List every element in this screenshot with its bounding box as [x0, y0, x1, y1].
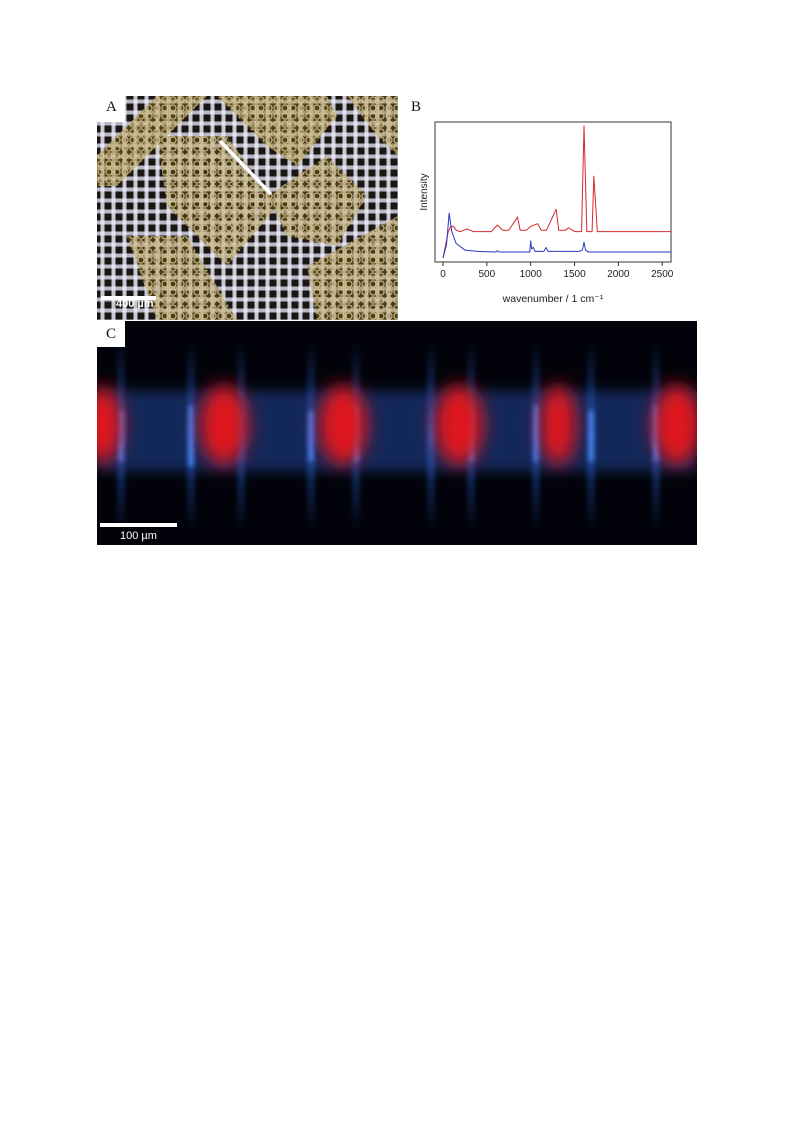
- scale-bar: [101, 296, 156, 300]
- x-tick-label: 1500: [563, 269, 586, 280]
- spectrum-line-2: [442, 212, 671, 259]
- panel-c-fluorescence-image: [97, 321, 697, 545]
- x-tick-label: 0: [440, 269, 446, 280]
- measurement-line: [219, 140, 272, 195]
- scale-bar-label-a: 400 µm: [116, 298, 154, 310]
- panel-b-label: B: [411, 99, 422, 115]
- scale-bar: [100, 523, 177, 527]
- scale-bar-label-c: 100 µm: [120, 530, 157, 542]
- panel-a-micrograph: [97, 96, 398, 320]
- fluorescence-image: [97, 321, 697, 545]
- x-tick-label: 2500: [651, 269, 674, 280]
- x-tick-label: 500: [479, 269, 496, 280]
- spectra-chart-svg: 0 500 1000 1500 2000 2500 Intensity wavenumbe…: [419, 121, 674, 305]
- spectrum-line-1: [442, 125, 671, 259]
- panel-a-label: A: [106, 99, 117, 115]
- plot-frame: [434, 121, 672, 263]
- panel-b-spectra-chart: 0 500 1000 1500 2000 2500 Intensity wavenumbe…: [405, 96, 687, 320]
- mesh-micrograph-image: [97, 96, 398, 320]
- x-tick-label: 2000: [607, 269, 630, 280]
- x-axis-label: wavenumber / 1 cm⁻¹: [502, 293, 604, 305]
- y-axis-label: Intensity: [419, 173, 430, 210]
- x-tick-label: 1000: [520, 269, 543, 280]
- panel-c-label: C: [106, 326, 117, 342]
